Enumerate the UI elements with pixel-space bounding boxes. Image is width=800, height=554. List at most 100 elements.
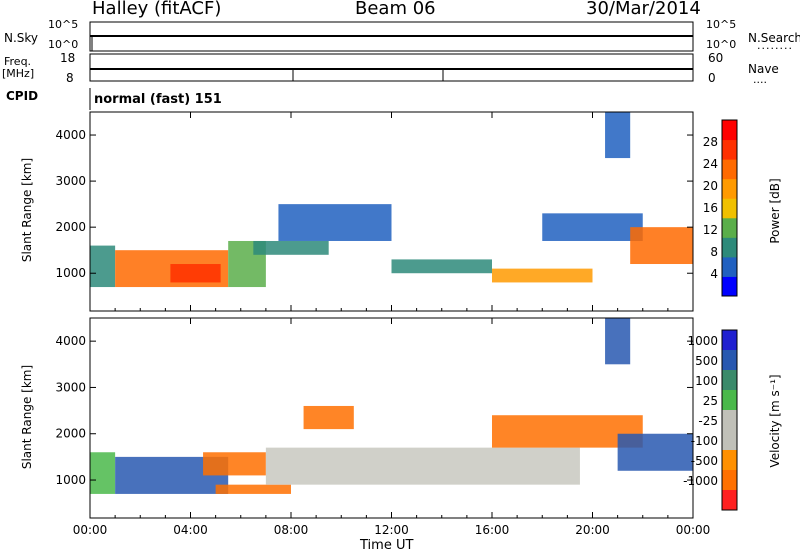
power-cbar-swatch-8 <box>722 120 737 141</box>
xtick-label-6: 00:00 <box>676 523 711 537</box>
scatter-region-10 <box>605 112 631 159</box>
velocity-cbar-label: Velocity [m s⁻¹] <box>768 374 782 468</box>
power-cbar-swatch-6 <box>722 159 737 180</box>
velocity-cbar-tick-7: -1000 <box>683 474 718 488</box>
power-scatter <box>90 112 693 288</box>
xtick-label-5: 20:00 <box>575 523 610 537</box>
scatter-region-2 <box>170 264 221 283</box>
power-cbar-swatch-2 <box>722 237 737 258</box>
scatter-region-4 <box>265 447 580 485</box>
scatter-region-7 <box>492 268 593 283</box>
ytick-label-1: 2000 <box>55 220 86 234</box>
power-cbar-swatch-7 <box>722 139 737 160</box>
velocity-cbar-tick-1: 500 <box>695 354 718 368</box>
freq-panel <box>89 53 694 82</box>
nsearch-tick-bottom: 10^0 <box>706 38 737 51</box>
velocity-cbar-swatch-3 <box>722 390 737 411</box>
scatter-region-6 <box>391 259 492 274</box>
nave-tick-top: 60 <box>708 51 724 65</box>
velocity-cbar-tick-0: 1000 <box>687 334 718 348</box>
velocity-cbar-tick-2: 100 <box>695 374 718 388</box>
nsearch-line-key: ········ <box>757 42 793 55</box>
nave-label: Nave <box>748 62 779 76</box>
nave-tick-bottom: 0 <box>708 71 716 85</box>
power-cbar-swatch-4 <box>722 198 737 219</box>
velocity-xlabel: Time UT <box>360 538 414 553</box>
freq-tick-bottom: 8 <box>66 71 74 85</box>
scatter-region-5 <box>303 405 354 430</box>
velocity-xticks: 00:00 04:00 08:00 12:00 16:00 20:00 00:00 <box>73 318 711 537</box>
xtick-label-3: 12:00 <box>374 523 409 537</box>
velocity-colorbar: 1000 500 100 25 -25 -100 -500 -1000 <box>683 329 738 511</box>
velocity-cbar-swatch-4 <box>722 410 737 431</box>
scatter-region-0 <box>90 245 116 288</box>
velocity-cbar-swatch-1 <box>722 350 737 371</box>
velocity-scatter <box>90 318 693 494</box>
power-panel: 1000 2000 3000 4000 <box>55 111 694 312</box>
scatter-region-8 <box>605 318 631 365</box>
ytick-label-2: 3000 <box>55 380 86 394</box>
power-cbar-tick-3: 16 <box>703 201 718 215</box>
xtick-label-0: 00:00 <box>73 523 108 537</box>
power-xticks <box>89 112 694 311</box>
scatter-region-3 <box>215 484 291 494</box>
nsky-label: N.Sky <box>4 31 39 45</box>
freq-unit-label: [MHz] <box>2 67 35 80</box>
velocity-cbar-swatch-0 <box>722 330 737 351</box>
ytick-label-3: 4000 <box>55 128 86 142</box>
power-cbar-tick-0: 4 <box>710 267 718 281</box>
nsky-tick-bottom: 10^0 <box>48 38 79 51</box>
velocity-cbar-tick-3: 25 <box>703 394 718 408</box>
power-cbar-tick-6: 28 <box>703 135 718 149</box>
power-yticks: 1000 2000 3000 4000 <box>55 128 693 280</box>
nsearch-label: N.Search <box>748 31 800 45</box>
ytick-label-0: 1000 <box>55 473 86 487</box>
velocity-cbar-tick-6: -500 <box>691 454 718 468</box>
nsky-panel <box>89 21 694 52</box>
nave-line-key: ···· <box>753 76 767 89</box>
velocity-yticks: 1000 2000 3000 4000 <box>55 334 693 487</box>
power-cbar-tick-4: 20 <box>703 179 718 193</box>
velocity-cbar-tick-4: -25 <box>698 414 718 428</box>
velocity-cbar-tick-5: -100 <box>691 434 718 448</box>
scatter-region-7 <box>617 433 693 471</box>
nsky-tick-top: 10^5 <box>48 18 79 31</box>
ytick-label-0: 1000 <box>55 266 86 280</box>
ytick-label-3: 4000 <box>55 334 86 348</box>
power-cbar-tick-1: 8 <box>710 245 718 259</box>
scatter-region-5 <box>278 204 392 241</box>
power-cbar-label: Power [dB] <box>768 178 782 244</box>
scatter-region-0 <box>90 452 116 494</box>
velocity-cbar-swatch-6 <box>722 450 737 471</box>
beam-title: Beam 06 <box>355 0 436 19</box>
nsearch-tick-top: 10^5 <box>706 18 737 31</box>
xtick-label-2: 08:00 <box>274 523 309 537</box>
velocity-panel: 1000 2000 3000 4000 00:00 04:00 08:00 12:00 16:… <box>55 317 711 537</box>
freq-tick-top: 18 <box>60 51 76 65</box>
scatter-region-9 <box>630 227 693 265</box>
power-cbar-swatch-3 <box>722 217 737 238</box>
power-cbar-swatch-0 <box>722 276 737 297</box>
power-colorbar: 4 8 12 16 20 24 28 <box>703 119 738 297</box>
scatter-region-2 <box>203 452 266 476</box>
scatter-region-4 <box>253 240 329 255</box>
xtick-label-1: 04:00 <box>173 523 208 537</box>
velocity-cbar-frame <box>721 329 738 511</box>
station-title: Halley (fitACF) <box>92 0 222 19</box>
ytick-label-1: 2000 <box>55 427 86 441</box>
xtick-label-4: 16:00 <box>475 523 510 537</box>
velocity-cbar-swatch-5 <box>722 430 737 451</box>
velocity-ylabel: Slant Range [km] <box>20 364 34 470</box>
ytick-label-2: 3000 <box>55 174 86 188</box>
power-ylabel: Slant Range [km] <box>20 157 34 263</box>
velocity-cbar-swatch-7 <box>722 470 737 491</box>
power-cbar-swatch-5 <box>722 178 737 199</box>
velocity-cbar-swatch-8 <box>722 490 737 511</box>
power-cbar-tick-5: 24 <box>703 157 718 171</box>
cpid-label: CPID <box>6 89 39 103</box>
date-title: 30/Mar/2014 <box>586 0 701 19</box>
cpid-value: normal (fast) 151 <box>94 92 222 107</box>
scatter-region-8 <box>542 213 643 241</box>
power-cbar-frame <box>721 119 738 297</box>
